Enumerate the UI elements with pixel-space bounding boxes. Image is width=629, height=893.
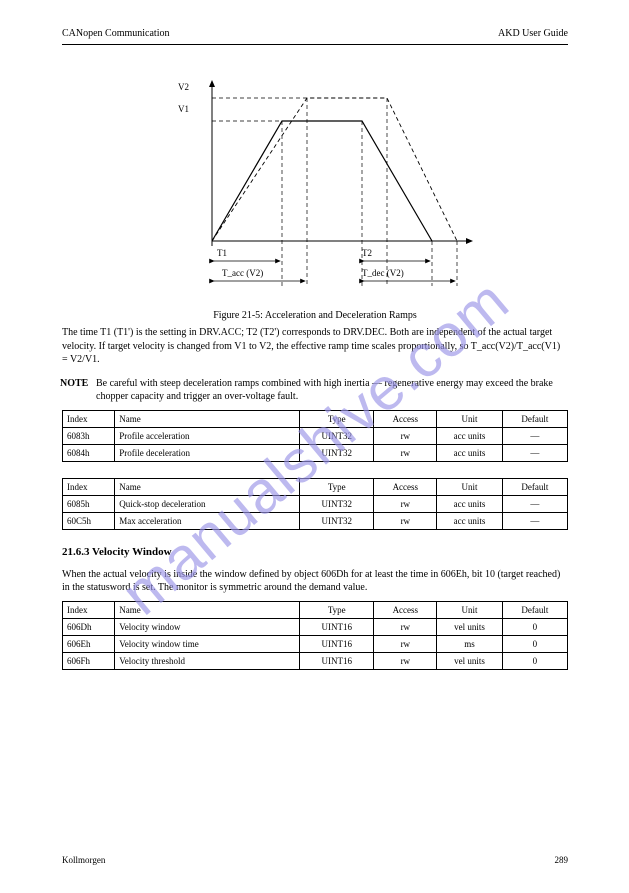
page-header: CANopen Communication AKD User Guide	[62, 0, 568, 46]
table-cell: 6084h	[63, 444, 115, 461]
table-cell: —	[502, 427, 567, 444]
table-header: Index	[63, 478, 115, 495]
table-header: Unit	[437, 410, 502, 427]
table-cell: rw	[374, 427, 437, 444]
table-cell: 60C5h	[63, 512, 115, 529]
table-cell: acc units	[437, 444, 502, 461]
label-v2: V2	[178, 82, 189, 92]
table-cell: UINT32	[300, 512, 374, 529]
table-cell: 606Fh	[63, 652, 115, 669]
table-cell: acc units	[437, 512, 502, 529]
table-header: Type	[300, 478, 374, 495]
table-header: Access	[374, 478, 437, 495]
label-v1: V1	[178, 104, 189, 114]
table-row: 606FhVelocity thresholdUINT16rwvel units…	[63, 652, 568, 669]
table-cell: 606Eh	[63, 635, 115, 652]
table-header: Access	[374, 410, 437, 427]
table-cell: UINT16	[300, 652, 374, 669]
table-cell: Quick-stop deceleration	[115, 495, 300, 512]
table-cell: UINT16	[300, 635, 374, 652]
table-row: 6085hQuick-stop decelerationUINT32rwacc …	[63, 495, 568, 512]
table-cell: UINT16	[300, 618, 374, 635]
header-rule	[62, 44, 568, 45]
note-block: NOTE Be careful with steep deceleration …	[62, 377, 568, 404]
table-cell: Profile deceleration	[115, 444, 300, 461]
table-velocity-window: IndexNameTypeAccessUnitDefault606DhVeloc…	[62, 601, 568, 670]
footer-left: Kollmorgen	[62, 855, 105, 865]
section-heading-velocity-window: 21.6.3 Velocity Window	[62, 546, 568, 558]
table-cell: rw	[374, 495, 437, 512]
figure-caption: Figure 21-5: Acceleration and Decelerati…	[62, 310, 568, 321]
table-cell: 0	[502, 618, 567, 635]
table-header: Name	[115, 601, 300, 618]
table-cell: Velocity threshold	[115, 652, 300, 669]
header-left: CANopen Communication	[62, 28, 170, 39]
table-header: Access	[374, 601, 437, 618]
footer-right: 289	[555, 855, 569, 865]
table-cell: rw	[374, 444, 437, 461]
table-cell: 606Dh	[63, 618, 115, 635]
table-cell: —	[502, 512, 567, 529]
table-cell: vel units	[437, 618, 502, 635]
table-cell: 6083h	[63, 427, 115, 444]
table-row: 606EhVelocity window timeUINT16rwms0	[63, 635, 568, 652]
table-cell: rw	[374, 652, 437, 669]
table-header: Unit	[437, 478, 502, 495]
table-cell: 0	[502, 652, 567, 669]
table-header: Unit	[437, 601, 502, 618]
note-label: NOTE	[60, 377, 88, 391]
table-header: Default	[502, 478, 567, 495]
table-header: Index	[63, 601, 115, 618]
table-cell: Max acceleration	[115, 512, 300, 529]
table-cell: acc units	[437, 495, 502, 512]
table-cell: acc units	[437, 427, 502, 444]
table-cell: UINT32	[300, 427, 374, 444]
section-paragraph: When the actual velocity is inside the w…	[62, 568, 568, 595]
table-row: 60C5hMax accelerationUINT32rwacc units—	[63, 512, 568, 529]
table-cell: —	[502, 444, 567, 461]
table-header: Default	[502, 410, 567, 427]
table-header: Type	[300, 601, 374, 618]
table-cell: UINT32	[300, 495, 374, 512]
table-cell: rw	[374, 512, 437, 529]
table-cell: 6085h	[63, 495, 115, 512]
table-header: Type	[300, 410, 374, 427]
label-tacc: T_acc (V2)	[222, 268, 263, 278]
table-row: 6083hProfile accelerationUINT32rwacc uni…	[63, 427, 568, 444]
label-t1: T1	[217, 248, 227, 258]
table-cell: ms	[437, 635, 502, 652]
table-cell: Velocity window time	[115, 635, 300, 652]
label-tdec: T_dec (V2)	[362, 268, 404, 278]
label-t2: T2	[362, 248, 372, 258]
page-footer: Kollmorgen 289	[62, 855, 568, 865]
table-header: Index	[63, 410, 115, 427]
figure-ramp-diagram: V1 V2 T1 T2 T_acc (V2) T_dec (V2) Figure…	[62, 46, 568, 316]
table-quickstop-params: IndexNameTypeAccessUnitDefault6085hQuick…	[62, 478, 568, 530]
table-ramp-params: IndexNameTypeAccessUnitDefault6083hProfi…	[62, 410, 568, 462]
intro-paragraph: The time T1 (T1') is the setting in DRV.…	[62, 326, 568, 367]
table-row: 606DhVelocity windowUINT16rwvel units0	[63, 618, 568, 635]
table-header: Name	[115, 410, 300, 427]
table-cell: vel units	[437, 652, 502, 669]
header-right: AKD User Guide	[498, 28, 568, 39]
table-cell: rw	[374, 618, 437, 635]
table-cell: rw	[374, 635, 437, 652]
table-row: 6084hProfile decelerationUINT32rwacc uni…	[63, 444, 568, 461]
table-cell: Profile acceleration	[115, 427, 300, 444]
table-cell: —	[502, 495, 567, 512]
table-cell: UINT32	[300, 444, 374, 461]
table-header: Name	[115, 478, 300, 495]
table-cell: 0	[502, 635, 567, 652]
table-cell: Velocity window	[115, 618, 300, 635]
table-header: Default	[502, 601, 567, 618]
note-text: Be careful with steep deceleration ramps…	[96, 377, 568, 404]
